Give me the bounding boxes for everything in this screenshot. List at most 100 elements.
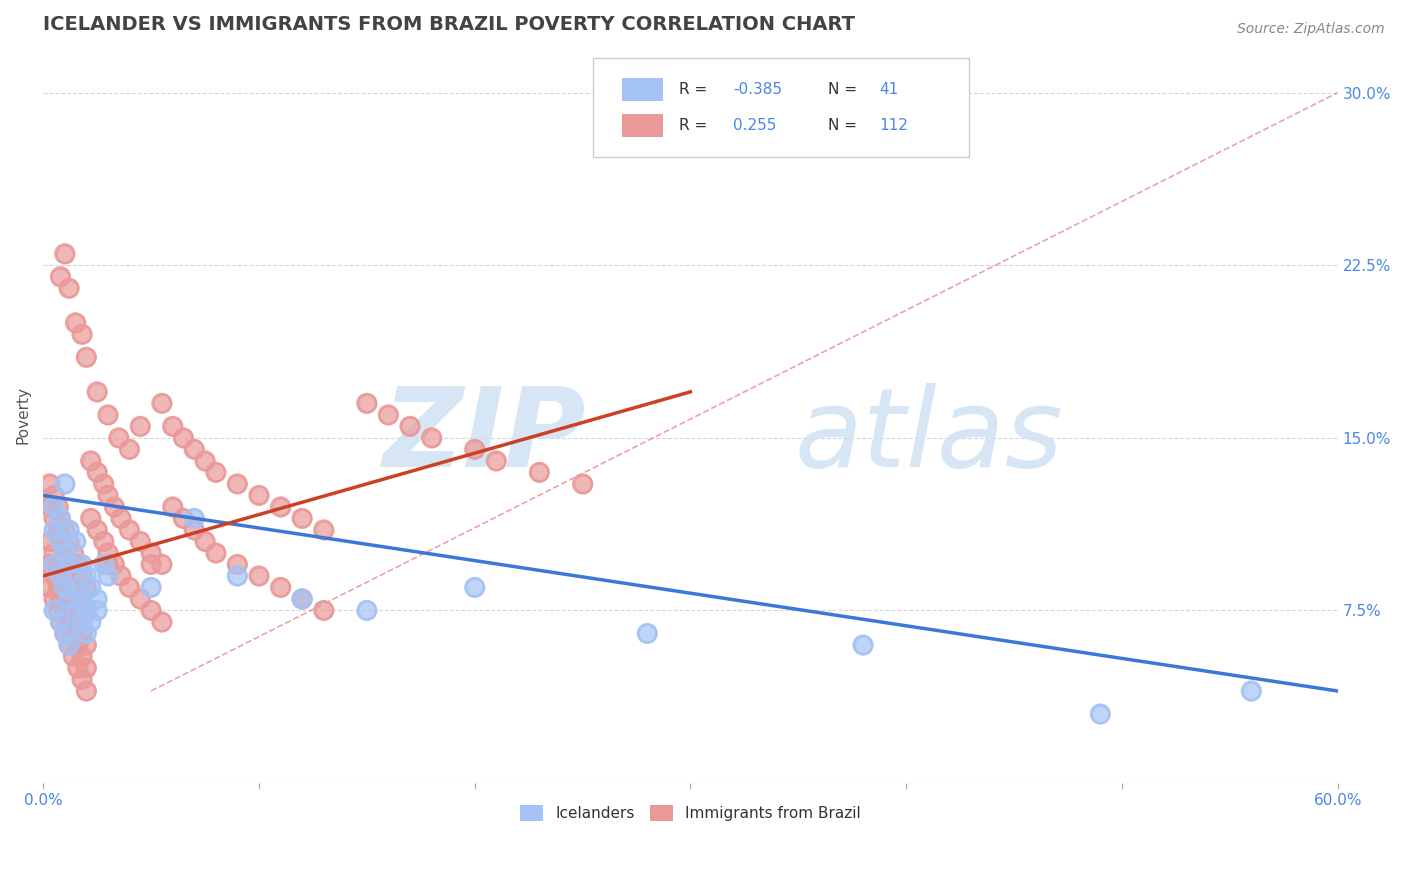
Point bbox=[49, 569, 72, 583]
Point bbox=[226, 569, 249, 583]
Point bbox=[46, 581, 69, 595]
Point bbox=[183, 523, 205, 537]
Point bbox=[75, 603, 97, 617]
Point bbox=[75, 638, 97, 652]
Point bbox=[70, 327, 93, 342]
Point bbox=[103, 500, 125, 514]
Point bbox=[226, 558, 249, 572]
Point bbox=[53, 476, 76, 491]
Point bbox=[38, 476, 60, 491]
Point bbox=[58, 638, 80, 652]
Point bbox=[42, 569, 65, 583]
Point bbox=[75, 603, 97, 617]
Point bbox=[97, 488, 120, 502]
Point bbox=[129, 419, 152, 434]
Point bbox=[247, 569, 270, 583]
Point bbox=[464, 581, 486, 595]
Point bbox=[46, 603, 69, 617]
Point bbox=[70, 615, 93, 629]
Point bbox=[110, 569, 132, 583]
Point bbox=[183, 442, 205, 457]
Text: 41: 41 bbox=[879, 82, 898, 97]
Point bbox=[42, 558, 65, 572]
Point bbox=[75, 569, 97, 583]
Point bbox=[139, 581, 162, 595]
Text: R =: R = bbox=[679, 118, 711, 133]
Point bbox=[42, 546, 65, 560]
Point bbox=[93, 476, 115, 491]
Point bbox=[270, 500, 292, 514]
Point bbox=[172, 431, 194, 445]
Point bbox=[420, 431, 443, 445]
Point bbox=[66, 638, 89, 652]
Point bbox=[150, 615, 173, 629]
Text: atlas: atlas bbox=[794, 384, 1063, 491]
Point bbox=[66, 581, 89, 595]
Point bbox=[42, 488, 65, 502]
Point bbox=[42, 558, 65, 572]
Point bbox=[485, 454, 508, 468]
Point bbox=[58, 615, 80, 629]
Point bbox=[97, 488, 120, 502]
Point bbox=[79, 511, 101, 525]
Point bbox=[247, 569, 270, 583]
Point bbox=[53, 546, 76, 560]
Point bbox=[38, 534, 60, 549]
Point bbox=[97, 408, 120, 422]
Point bbox=[70, 591, 93, 606]
Text: ICELANDER VS IMMIGRANTS FROM BRAZIL POVERTY CORRELATION CHART: ICELANDER VS IMMIGRANTS FROM BRAZIL POVE… bbox=[44, 15, 855, 34]
Point bbox=[49, 591, 72, 606]
Point bbox=[79, 615, 101, 629]
Point bbox=[70, 626, 93, 640]
Point bbox=[46, 523, 69, 537]
Point bbox=[93, 476, 115, 491]
Text: N =: N = bbox=[828, 82, 862, 97]
Point bbox=[58, 523, 80, 537]
Point bbox=[38, 581, 60, 595]
Point bbox=[110, 511, 132, 525]
Point bbox=[103, 558, 125, 572]
Point bbox=[62, 569, 84, 583]
Point bbox=[356, 396, 378, 410]
Point bbox=[62, 546, 84, 560]
Point bbox=[636, 626, 658, 640]
Point bbox=[58, 523, 80, 537]
Point bbox=[226, 476, 249, 491]
Point bbox=[65, 603, 87, 617]
Point bbox=[49, 511, 72, 525]
Point bbox=[65, 316, 87, 330]
Point bbox=[53, 581, 76, 595]
Point bbox=[70, 591, 93, 606]
Point bbox=[42, 500, 65, 514]
Point bbox=[42, 591, 65, 606]
Point bbox=[118, 581, 141, 595]
Point bbox=[86, 466, 108, 480]
Point bbox=[53, 546, 76, 560]
Point bbox=[42, 500, 65, 514]
Point bbox=[291, 591, 314, 606]
Point bbox=[75, 351, 97, 365]
FancyBboxPatch shape bbox=[621, 78, 664, 101]
Point bbox=[75, 684, 97, 698]
Y-axis label: Poverty: Poverty bbox=[15, 386, 30, 444]
Point bbox=[65, 534, 87, 549]
Point bbox=[226, 476, 249, 491]
Point bbox=[49, 569, 72, 583]
Point bbox=[53, 546, 76, 560]
Point bbox=[38, 500, 60, 514]
Point bbox=[66, 581, 89, 595]
Point bbox=[194, 534, 217, 549]
Point bbox=[172, 511, 194, 525]
Point bbox=[852, 638, 875, 652]
Point bbox=[58, 591, 80, 606]
Point bbox=[49, 569, 72, 583]
Point bbox=[129, 419, 152, 434]
Point bbox=[464, 581, 486, 595]
Point bbox=[86, 384, 108, 399]
Point bbox=[49, 534, 72, 549]
Point bbox=[93, 534, 115, 549]
Point bbox=[86, 603, 108, 617]
Point bbox=[194, 454, 217, 468]
Point bbox=[65, 581, 87, 595]
Point bbox=[58, 591, 80, 606]
